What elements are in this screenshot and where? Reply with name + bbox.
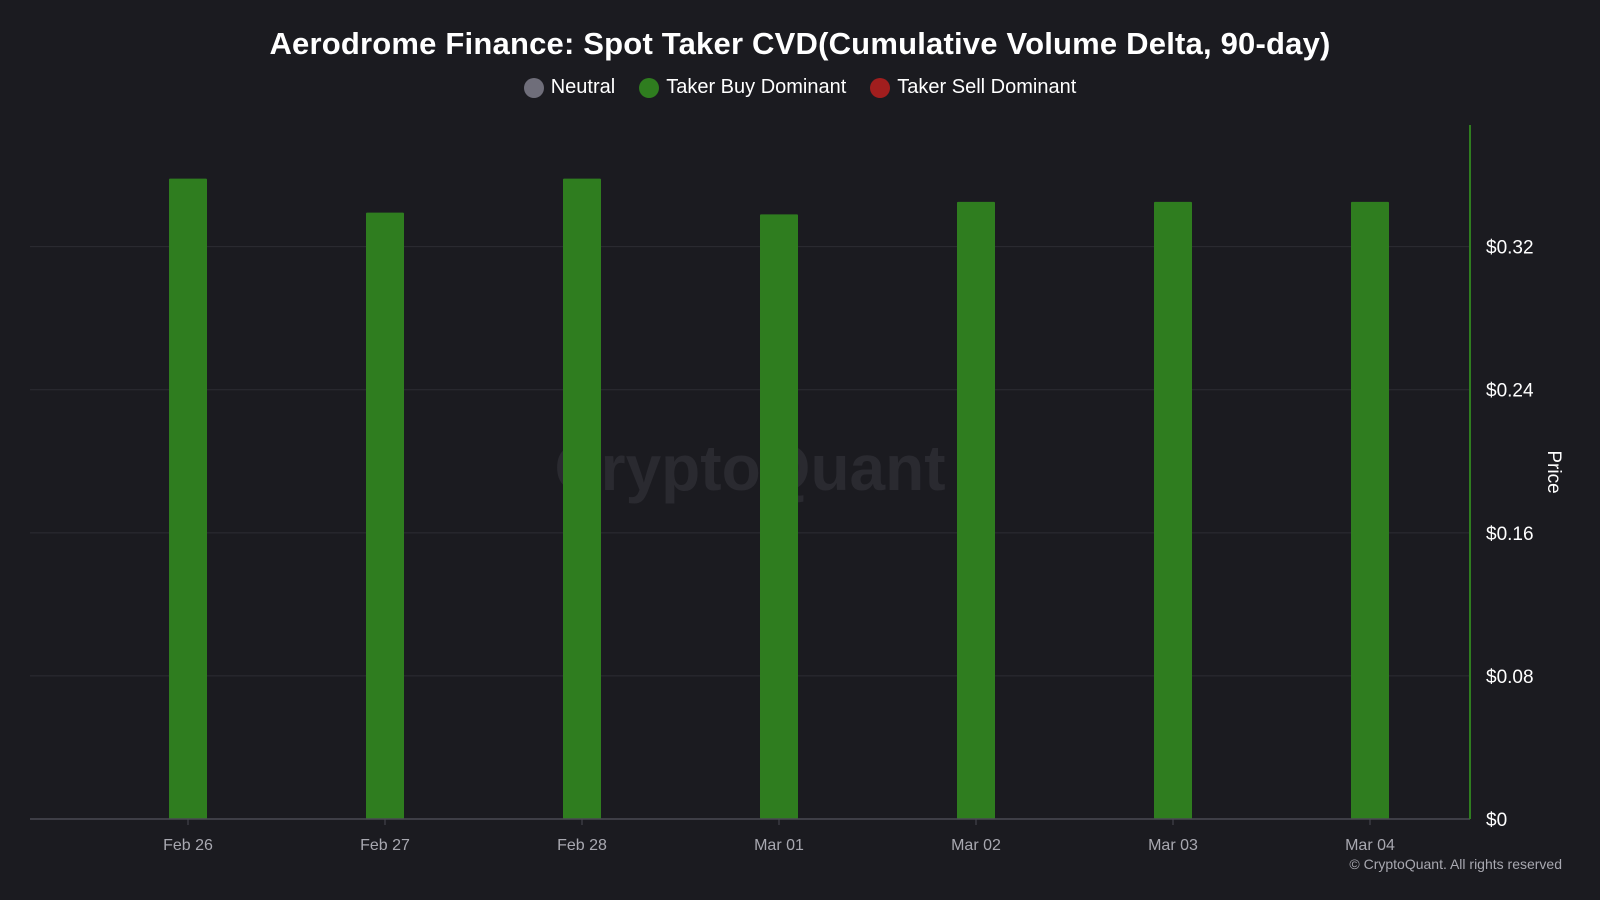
bar-mar-03[interactable] [1154, 201, 1192, 820]
legend-label-neutral: Neutral [550, 76, 616, 98]
y-axis: $0 $0.08 $0.16 $0.24 $0.32 [1469, 125, 1534, 831]
bar-mar-04[interactable] [1351, 201, 1389, 820]
bar-feb-26[interactable] [169, 178, 207, 819]
bar-feb-27[interactable] [366, 212, 404, 819]
legend-item-taker-sell[interactable]: Taker Sell Dominant [870, 76, 1076, 99]
chart-legend: Neutral Taker Buy Dominant Taker Sell Do… [0, 76, 1600, 99]
legend-item-taker-buy[interactable]: Taker Buy Dominant [639, 76, 846, 99]
x-axis: Feb 26 Feb 27 Feb 28 Mar 01 Mar 02 Mar 03 Mar … [30, 818, 1470, 854]
legend-dot-taker-sell-icon [870, 77, 891, 98]
bar-feb-28[interactable] [563, 178, 601, 819]
legend-item-neutral[interactable]: Neutral [523, 76, 616, 99]
copyright-notice: © CryptoQuant. All rights reserved [1349, 856, 1562, 872]
x-tick-label: Mar 02 [951, 837, 1001, 854]
x-tick-label: Mar 01 [754, 837, 804, 854]
x-tick-label: Mar 03 [1148, 837, 1198, 854]
x-tick-label: Feb 28 [557, 837, 607, 854]
watermark-logo: CryptoQuant [554, 432, 945, 504]
legend-label-taker-sell: Taker Sell Dominant [897, 76, 1077, 98]
legend-dot-taker-buy-icon [639, 77, 660, 98]
y-tick-label: $0 [1486, 810, 1507, 831]
legend-dot-neutral-icon [523, 77, 544, 98]
y-tick-label: $0.16 [1486, 524, 1534, 545]
y-tick-label: $0.08 [1486, 667, 1534, 688]
y-tick-label: $0.32 [1486, 238, 1534, 259]
y-axis-label: Price [1543, 450, 1564, 493]
bar-mar-01[interactable] [760, 214, 798, 819]
x-tick-label: Mar 04 [1345, 837, 1395, 854]
chart-title: Aerodrome Finance: Spot Taker CVD(Cumula… [269, 26, 1331, 61]
y-tick-label: $0.24 [1486, 381, 1534, 402]
x-tick-label: Feb 27 [360, 837, 410, 854]
grid-lines [30, 246, 1470, 677]
legend-label-taker-buy: Taker Buy Dominant [666, 76, 847, 98]
bar-mar-02[interactable] [957, 201, 995, 820]
bar-series [169, 178, 1389, 820]
x-tick-label: Feb 26 [163, 837, 213, 854]
